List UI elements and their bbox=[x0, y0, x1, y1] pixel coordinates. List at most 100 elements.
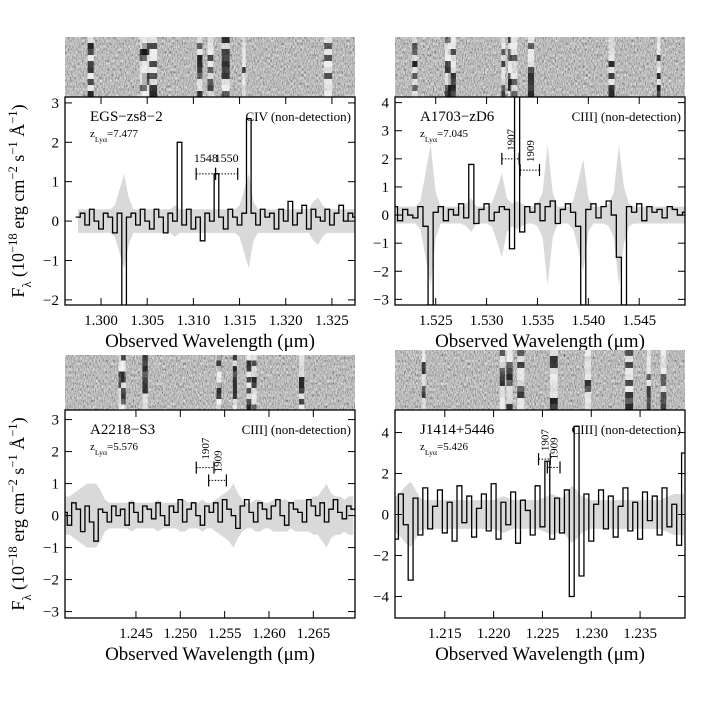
sky-line bbox=[656, 67, 661, 73]
spectrum-image bbox=[65, 355, 355, 410]
sky-line bbox=[412, 73, 418, 79]
sky-line bbox=[608, 73, 615, 79]
sky-line bbox=[251, 366, 257, 372]
sky-line bbox=[216, 404, 222, 410]
sky-line bbox=[448, 67, 456, 73]
sky-line bbox=[625, 368, 634, 374]
sky-line bbox=[324, 61, 333, 67]
sky-line bbox=[324, 49, 333, 55]
sky-line bbox=[197, 37, 203, 43]
sky-line bbox=[448, 91, 456, 97]
y-tick-label: 0 bbox=[382, 508, 390, 524]
object-name: J1414+5446 bbox=[420, 422, 495, 438]
sky-line bbox=[139, 43, 147, 49]
sky-line bbox=[207, 85, 214, 91]
sky-line bbox=[412, 55, 418, 61]
sky-line bbox=[584, 374, 591, 380]
sky-line bbox=[221, 91, 230, 97]
text-part: erg cm bbox=[8, 180, 28, 234]
sky-line bbox=[207, 37, 214, 43]
sky-line bbox=[87, 43, 94, 49]
sky-line bbox=[625, 392, 634, 398]
sky-line bbox=[139, 79, 147, 85]
x-tick-label: 1.225 bbox=[526, 626, 560, 642]
sky-line bbox=[221, 79, 230, 85]
plot bbox=[65, 483, 355, 548]
sky-line bbox=[506, 350, 513, 356]
sky-line bbox=[246, 377, 252, 383]
sky-line bbox=[549, 404, 558, 410]
y-tick-label: 2 bbox=[382, 467, 390, 483]
sky-line bbox=[499, 404, 505, 410]
sky-line bbox=[660, 392, 667, 398]
sky-line bbox=[646, 398, 651, 404]
sky-line bbox=[216, 382, 222, 388]
sky-line bbox=[421, 368, 426, 374]
sky-line bbox=[445, 91, 451, 97]
text-part: −1 bbox=[6, 454, 20, 467]
sky-line bbox=[87, 49, 94, 55]
sky-line bbox=[207, 43, 214, 49]
marker-label: 1907 bbox=[539, 429, 551, 452]
text-part: s bbox=[8, 155, 28, 167]
object-name: A2218−S3 bbox=[90, 422, 155, 438]
sky-line bbox=[656, 55, 661, 61]
sky-line bbox=[246, 399, 252, 405]
sky-line bbox=[87, 67, 94, 73]
x-tick-label: 1.540 bbox=[571, 313, 605, 329]
sky-line bbox=[121, 399, 126, 405]
sky-line bbox=[149, 61, 158, 67]
error-band bbox=[65, 483, 354, 548]
sky-line bbox=[221, 85, 230, 91]
y-tick-label: 1 bbox=[52, 477, 60, 493]
sky-line bbox=[549, 398, 558, 404]
sky-line bbox=[298, 371, 305, 377]
sky-line bbox=[298, 355, 305, 361]
sky-line bbox=[625, 374, 634, 380]
sky-line bbox=[656, 91, 661, 97]
sky-line bbox=[149, 91, 158, 97]
sky-line bbox=[87, 91, 94, 97]
sky-line bbox=[445, 55, 451, 61]
y-tick-label: 0 bbox=[52, 509, 60, 525]
plot-frame bbox=[64, 409, 356, 619]
sky-line bbox=[242, 49, 246, 55]
x-tick-label: 1.235 bbox=[623, 626, 657, 642]
sky-line bbox=[149, 55, 158, 61]
marker-label: 1909 bbox=[525, 140, 537, 163]
sky-line bbox=[251, 404, 257, 410]
sky-line bbox=[646, 350, 651, 356]
sky-line bbox=[445, 67, 451, 73]
sky-line bbox=[527, 79, 535, 85]
sky-line bbox=[625, 362, 634, 368]
redshift: zLyα=7.477 bbox=[90, 128, 139, 144]
sky-line bbox=[421, 350, 426, 356]
sky-line bbox=[242, 55, 246, 61]
sky-line bbox=[508, 43, 512, 49]
text-part: z bbox=[90, 441, 95, 453]
plot-frame bbox=[394, 96, 686, 306]
sky-line bbox=[121, 355, 126, 361]
text-part: −2 bbox=[6, 166, 20, 179]
sky-line bbox=[324, 43, 333, 49]
y-tick-label: 3 bbox=[52, 96, 60, 112]
sky-line bbox=[139, 55, 147, 61]
sky-line bbox=[246, 360, 252, 366]
text-part: Å bbox=[8, 437, 28, 455]
sky-line bbox=[216, 355, 222, 361]
sky-line bbox=[625, 380, 634, 386]
sky-line bbox=[625, 398, 634, 404]
sky-line bbox=[246, 393, 252, 399]
object-name: A1703−zD6 bbox=[420, 109, 495, 125]
sky-line bbox=[232, 404, 237, 410]
sky-line bbox=[242, 61, 246, 67]
sky-line bbox=[298, 377, 305, 383]
sky-line bbox=[506, 362, 513, 368]
sky-line bbox=[251, 355, 257, 361]
sky-line bbox=[412, 85, 418, 91]
sky-line bbox=[246, 404, 252, 410]
sky-line bbox=[221, 73, 230, 79]
sky-line bbox=[608, 67, 615, 73]
sky-line bbox=[499, 368, 505, 374]
sky-line bbox=[517, 392, 525, 398]
